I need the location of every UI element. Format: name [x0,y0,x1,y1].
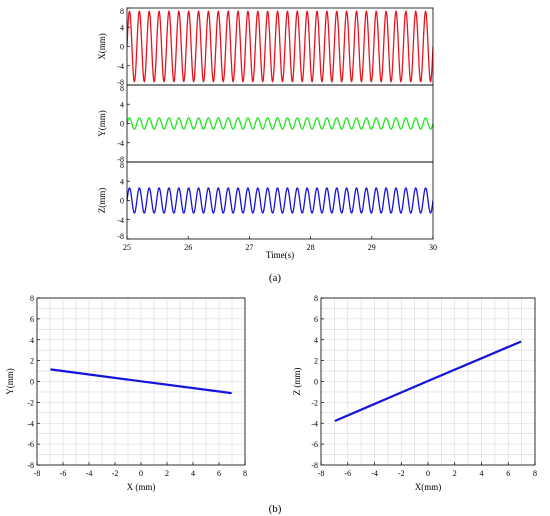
y-tick-label: 6 [314,315,318,324]
y-tick-label: -4 [311,419,318,428]
y-tick-label: 0 [120,120,124,129]
y-tick-label: 8 [120,161,124,170]
series-line-0 [50,368,232,395]
series-line-0 [127,187,433,214]
panel-a-top: 8 4 0 -4 -8 X(mm) [97,7,434,87]
y-tick-label: 2 [314,357,318,366]
series-line-0 [127,10,433,83]
y-tick-label: 8 [120,7,124,16]
y-tick-label: 8 [120,84,124,93]
y-axis-label: Z (mm) [292,368,302,396]
x-tick-label: -8 [318,469,325,478]
y-tick-label: -8 [311,461,318,470]
x-tick-label: 25 [123,243,131,252]
x-tick-label: -4 [371,469,378,478]
x-tick-label: -6 [344,469,351,478]
x-tick-label: 26 [184,243,192,252]
y-tick-label: -8 [117,155,124,164]
caption-a: (a) [269,272,282,284]
y-axis-label: Y(mm) [5,368,15,395]
x-tick-label: 4 [480,469,484,478]
y-tick-label: -4 [117,62,124,71]
x-tick-label: 30 [429,243,437,252]
x-tick-label: -2 [112,469,119,478]
y-tick-label: 0 [120,43,124,52]
x-tick-label: -8 [34,469,41,478]
y-tick-label: 8 [314,294,318,303]
x-tick-label: 8 [243,469,247,478]
y-tick-label: -4 [27,419,34,428]
y-tick-label: 6 [30,315,34,324]
y-tick-label: -4 [117,216,124,225]
y-tick-label: 4 [120,100,124,109]
y-tick-label: -2 [311,398,318,407]
y-tick-label: -8 [117,232,124,241]
y-tick-label: 4 [120,23,124,32]
x-tick-label: 6 [506,469,510,478]
y-tick-label: 0 [314,378,318,387]
x-tick-label: 0 [139,469,143,478]
y-tick-label: -4 [117,139,124,148]
y-tick-label: -2 [27,398,34,407]
series-line-0 [127,117,433,130]
x-tick-label: 4 [191,469,195,478]
x-axis-label: X(mm) [415,482,442,492]
y-axis-label: X(mm) [97,33,107,60]
x-tick-label: 8 [533,469,537,478]
y-tick-label: 2 [30,357,34,366]
x-tick-label: 29 [368,243,376,252]
series-line-0 [334,340,522,422]
x-axis-label: X (mm) [127,482,156,492]
y-axis-label: Z(mm) [97,188,107,214]
x-tick-label: 6 [217,469,221,478]
panel-a-bottom: 8 4 0 -4 -8 25 26 27 28 29 30 Z(mm) Time(s) [97,161,437,260]
y-tick-label: 0 [120,197,124,206]
x-tick-label: 2 [165,469,169,478]
x-tick-label: 2 [453,469,457,478]
y-tick-label: -6 [27,440,34,449]
x-tick-label: -2 [398,469,405,478]
panel-b-left: 8 6 4 2 0 -2 -4 -6 -8-8 -6 -4 -2 0 2 4 6 8 Y(mm) X (mm) [5,294,247,492]
y-tick-label: 8 [30,294,34,303]
x-tick-label: 28 [307,243,315,252]
x-tick-label: 27 [245,243,253,252]
x-tick-label: 0 [426,469,430,478]
y-tick-label: 4 [30,336,34,345]
caption-b: (b) [269,503,282,515]
y-tick-label: -8 [27,461,34,470]
y-tick-label: -8 [117,78,124,87]
y-axis-label: Y(mm) [97,110,107,137]
y-tick-label: 4 [120,177,124,186]
y-tick-label: -6 [311,440,318,449]
x-tick-label: -6 [60,469,67,478]
y-tick-label: 0 [30,378,34,387]
x-axis-label: Time(s) [266,250,294,260]
panel-a-middle: 8 4 0 -4 -8 Y(mm) [97,84,434,164]
x-tick-label: -4 [86,469,93,478]
y-tick-label: 4 [314,336,318,345]
panel-b-right: 8 6 4 2 0 -2 -4 -6 -8-8 -6 -4 -2 0 2 4 6 8 Z (mm) X(mm) [292,294,537,492]
